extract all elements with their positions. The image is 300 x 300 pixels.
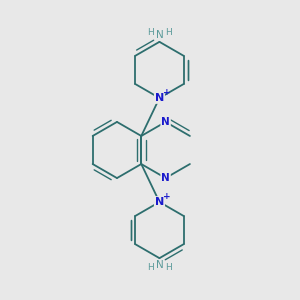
- Text: N: N: [161, 173, 170, 183]
- Text: +: +: [163, 192, 170, 201]
- Text: N: N: [156, 260, 163, 270]
- Text: H: H: [165, 263, 172, 272]
- Text: +: +: [163, 88, 170, 97]
- Text: H: H: [165, 28, 172, 37]
- Text: N: N: [161, 117, 170, 127]
- Text: N: N: [156, 30, 163, 40]
- Text: N: N: [155, 197, 164, 207]
- Text: H: H: [147, 263, 154, 272]
- Text: N: N: [155, 93, 164, 103]
- Text: H: H: [147, 28, 154, 37]
